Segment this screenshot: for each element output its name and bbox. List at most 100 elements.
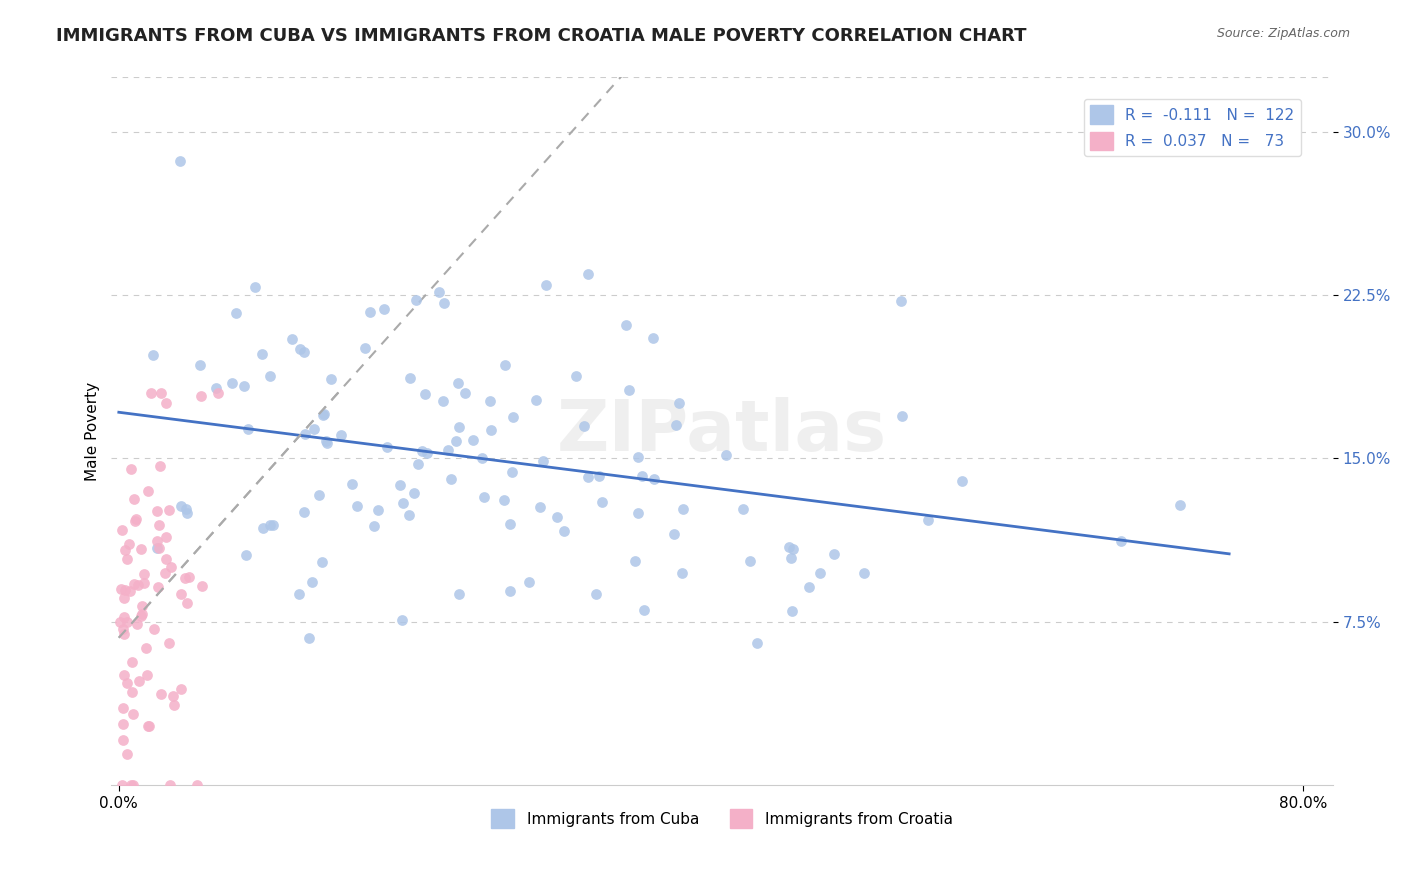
Point bbox=[731, 501, 754, 516]
Point bbox=[174, 571, 197, 585]
Point bbox=[502, 410, 524, 425]
Point bbox=[150, 386, 173, 401]
Point bbox=[118, 583, 141, 598]
Point bbox=[153, 566, 176, 580]
Point bbox=[117, 676, 139, 690]
Point bbox=[138, 719, 160, 733]
Point bbox=[125, 512, 148, 526]
Point bbox=[627, 450, 650, 464]
Point bbox=[120, 462, 142, 476]
Point bbox=[136, 668, 159, 682]
Point bbox=[494, 359, 516, 373]
Point bbox=[740, 554, 762, 568]
Point bbox=[405, 293, 427, 307]
Point bbox=[402, 486, 425, 500]
Point bbox=[479, 393, 502, 408]
Point bbox=[245, 280, 267, 294]
Point bbox=[391, 613, 413, 627]
Point bbox=[292, 505, 315, 519]
Point bbox=[136, 483, 159, 498]
Point bbox=[447, 587, 470, 601]
Point bbox=[108, 615, 131, 629]
Point bbox=[917, 513, 939, 527]
Point bbox=[259, 369, 281, 384]
Point bbox=[643, 472, 665, 486]
Point bbox=[823, 547, 845, 561]
Point bbox=[160, 560, 183, 574]
Point bbox=[782, 542, 804, 557]
Point bbox=[411, 444, 433, 458]
Point bbox=[112, 668, 135, 682]
Point bbox=[301, 574, 323, 589]
Point bbox=[112, 701, 135, 715]
Point bbox=[373, 301, 395, 316]
Point bbox=[952, 474, 974, 488]
Point bbox=[155, 552, 177, 566]
Point bbox=[142, 622, 165, 636]
Point bbox=[190, 389, 212, 403]
Text: ZIPatlas: ZIPatlas bbox=[557, 397, 887, 466]
Point bbox=[111, 523, 134, 537]
Point bbox=[145, 533, 167, 548]
Point bbox=[529, 500, 551, 515]
Point bbox=[159, 778, 181, 792]
Point bbox=[576, 470, 599, 484]
Point bbox=[176, 596, 198, 610]
Point bbox=[135, 640, 157, 655]
Point bbox=[148, 541, 170, 555]
Point bbox=[501, 466, 523, 480]
Point bbox=[342, 477, 364, 491]
Point bbox=[287, 586, 309, 600]
Point bbox=[128, 673, 150, 688]
Point bbox=[453, 385, 475, 400]
Point bbox=[148, 518, 170, 533]
Point bbox=[852, 566, 875, 580]
Point bbox=[177, 570, 200, 584]
Point bbox=[112, 591, 135, 606]
Point bbox=[808, 566, 831, 580]
Point bbox=[145, 504, 167, 518]
Point bbox=[440, 472, 463, 486]
Point bbox=[388, 477, 411, 491]
Point bbox=[588, 468, 610, 483]
Point bbox=[136, 719, 159, 733]
Point bbox=[157, 503, 180, 517]
Point bbox=[122, 707, 145, 722]
Point bbox=[363, 519, 385, 533]
Point bbox=[446, 376, 468, 391]
Point bbox=[716, 448, 738, 462]
Point bbox=[668, 396, 690, 410]
Point bbox=[170, 586, 193, 600]
Point bbox=[627, 506, 650, 520]
Point bbox=[531, 453, 554, 467]
Point bbox=[641, 331, 664, 345]
Point bbox=[124, 514, 146, 528]
Point bbox=[576, 267, 599, 281]
Point bbox=[359, 304, 381, 318]
Point bbox=[444, 434, 467, 449]
Point bbox=[176, 506, 198, 520]
Point bbox=[353, 341, 375, 355]
Point bbox=[778, 540, 800, 554]
Point bbox=[479, 423, 502, 437]
Point bbox=[150, 687, 173, 701]
Point bbox=[747, 636, 769, 650]
Point bbox=[433, 296, 456, 310]
Point bbox=[117, 552, 139, 566]
Point bbox=[311, 555, 333, 569]
Point bbox=[155, 530, 177, 544]
Point bbox=[633, 603, 655, 617]
Point bbox=[155, 396, 177, 410]
Point bbox=[186, 778, 208, 792]
Point bbox=[114, 543, 136, 558]
Point bbox=[188, 358, 211, 372]
Point bbox=[132, 576, 155, 591]
Point bbox=[111, 717, 134, 731]
Point bbox=[665, 418, 688, 433]
Legend: Immigrants from Cuba, Immigrants from Croatia: Immigrants from Cuba, Immigrants from Cr… bbox=[485, 803, 959, 834]
Point bbox=[114, 582, 136, 597]
Point bbox=[398, 508, 420, 523]
Point bbox=[585, 587, 607, 601]
Point bbox=[316, 436, 339, 450]
Point bbox=[890, 293, 912, 308]
